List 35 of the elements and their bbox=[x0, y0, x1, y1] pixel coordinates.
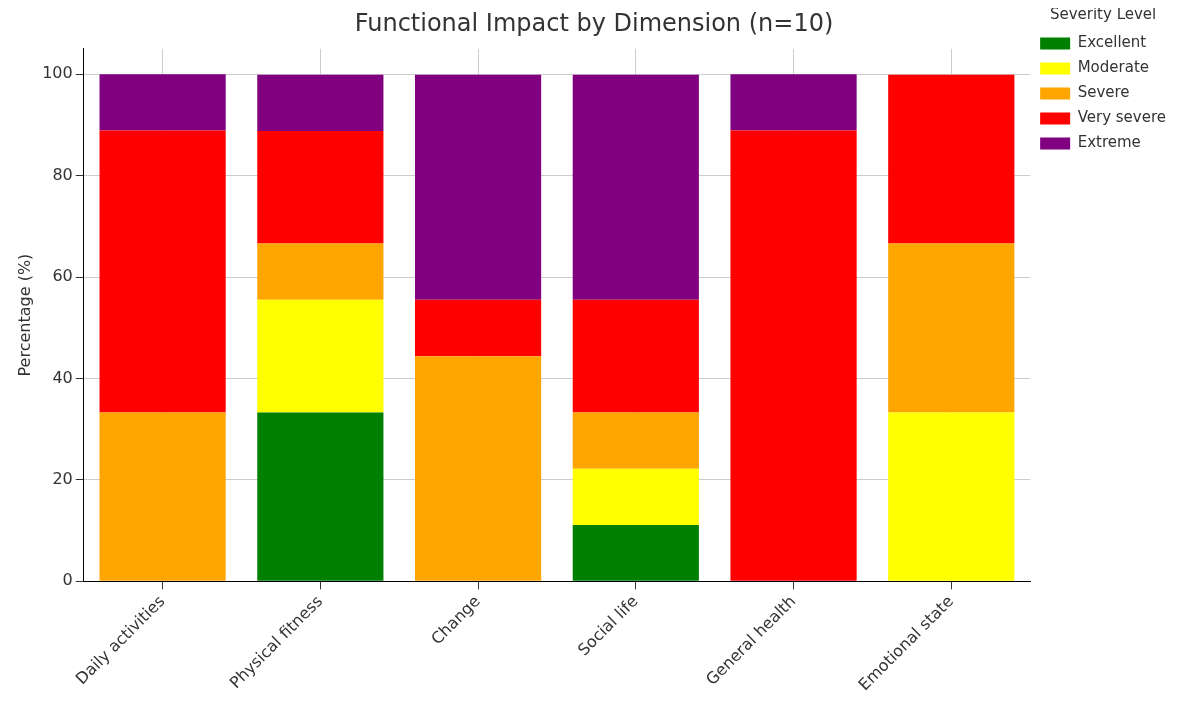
bar bbox=[257, 74, 384, 131]
y-tick-label: 40 bbox=[52, 367, 73, 387]
bar bbox=[572, 74, 699, 300]
legend-label: Extreme bbox=[1077, 133, 1141, 152]
bar bbox=[257, 299, 384, 413]
legend-label: Moderate bbox=[1077, 58, 1149, 77]
bar bbox=[572, 412, 699, 469]
legend-label: Excellent bbox=[1077, 33, 1147, 52]
bar bbox=[99, 130, 226, 413]
bar bbox=[888, 74, 1015, 244]
bar bbox=[730, 74, 857, 131]
bar bbox=[99, 412, 226, 581]
bar bbox=[572, 299, 699, 413]
y-tick-label: 0 bbox=[62, 570, 73, 590]
bar bbox=[572, 468, 699, 526]
chart-title: Functional Impact by Dimension (n=10) bbox=[354, 8, 834, 37]
y-tick-label: 80 bbox=[52, 164, 73, 184]
bar bbox=[99, 74, 226, 131]
legend-label: Very severe bbox=[1077, 108, 1167, 127]
bar bbox=[257, 243, 384, 300]
bar bbox=[730, 130, 857, 581]
bar bbox=[257, 130, 384, 244]
y-tick-label: 100 bbox=[42, 63, 73, 83]
bar bbox=[414, 356, 542, 581]
y-axis-title: Percentage (%) bbox=[14, 253, 34, 377]
bar bbox=[414, 299, 542, 357]
bar bbox=[414, 74, 542, 300]
bar bbox=[257, 412, 384, 581]
legend-title: Severity Level bbox=[1049, 5, 1157, 24]
bar bbox=[572, 525, 699, 581]
bar bbox=[888, 412, 1015, 581]
bar bbox=[888, 243, 1015, 413]
y-tick-label: 60 bbox=[52, 266, 73, 286]
legend-label: Severe bbox=[1077, 83, 1130, 102]
y-tick-label: 20 bbox=[52, 469, 73, 489]
